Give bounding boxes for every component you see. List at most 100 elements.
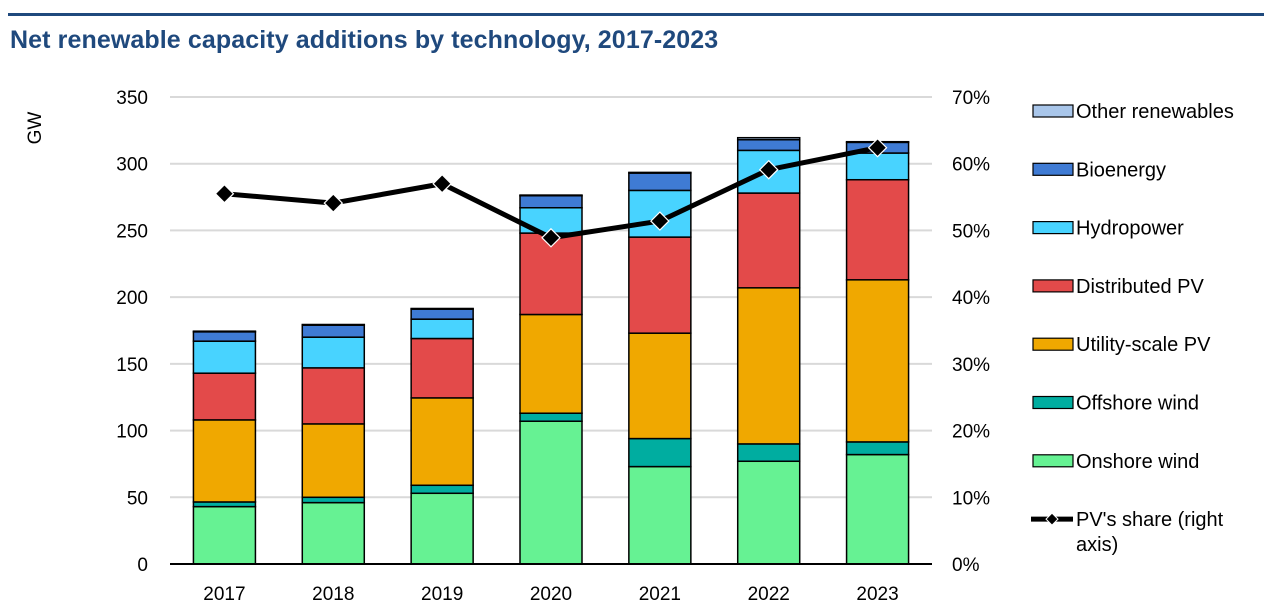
bar-segment-utility-scale-pv xyxy=(736,287,801,445)
bar-segment-utility-scale-pv xyxy=(410,397,474,487)
bar-segment-offshore-wind xyxy=(301,496,366,504)
y2-tick-label: 40% xyxy=(952,288,990,309)
x-tick-label: 2021 xyxy=(639,584,681,605)
bar-stack-2023 xyxy=(845,140,910,565)
pv-share-marker-2019 xyxy=(432,173,452,194)
y-tick-label: 150 xyxy=(116,355,148,376)
bar-segment-onshore-wind xyxy=(192,505,257,565)
bar-segment-other-renewables xyxy=(410,307,474,310)
x-tick-label: 2023 xyxy=(856,584,898,605)
bars xyxy=(192,136,910,565)
legend: Other renewables Bioenergy Hydropower Distr… xyxy=(1031,101,1234,556)
bar-segment-offshore-wind xyxy=(845,441,910,456)
bar-segment-onshore-wind xyxy=(845,453,910,565)
x-tick-label: 2018 xyxy=(312,584,354,605)
y2-tick-label: 60% xyxy=(952,155,990,176)
y2-axis-ticks: 0% 10% 20% 30% 40% 50% 60% 70% xyxy=(952,88,990,576)
y-tick-label: 100 xyxy=(116,422,148,443)
bar-segment-distributed-pv xyxy=(845,178,910,281)
legend-item-onshore-wind: Onshore wind xyxy=(1032,451,1199,473)
legend-swatch xyxy=(1032,221,1074,235)
bar-stack-2018 xyxy=(301,323,366,565)
bar-segment-bioenergy xyxy=(736,138,801,152)
bar-segment-distributed-pv xyxy=(628,236,692,334)
y-tick-label: 350 xyxy=(116,88,148,109)
pv-share-marker-2020 xyxy=(541,227,561,248)
bar-segment-distributed-pv xyxy=(192,372,257,421)
bar-stack-2019 xyxy=(410,307,474,565)
y2-tick-label: 20% xyxy=(952,422,990,443)
legend-label-continued: axis) xyxy=(1076,534,1118,556)
x-tick-label: 2017 xyxy=(203,584,245,605)
pv-share-line xyxy=(214,137,888,248)
bar-segment-bioenergy xyxy=(628,172,692,192)
chart-title: Net renewable capacity additions by tech… xyxy=(10,26,719,54)
bar-stack-2021 xyxy=(628,171,692,565)
bar-segment-utility-scale-pv xyxy=(519,313,583,414)
bar-segment-offshore-wind xyxy=(410,484,474,495)
bar-segment-hydropower xyxy=(410,318,474,340)
y2-tick-label: 30% xyxy=(952,355,990,376)
y-tick-label: 300 xyxy=(116,155,148,176)
x-tick-label: 2019 xyxy=(421,584,463,605)
bar-segment-onshore-wind xyxy=(301,501,366,565)
bar-stack-2022 xyxy=(736,136,801,565)
bar-segment-other-renewables xyxy=(736,136,801,141)
legend-label: Distributed PV xyxy=(1076,276,1204,298)
legend-swatch xyxy=(1032,104,1074,118)
pv-share-marker-2022 xyxy=(758,159,779,180)
bar-segment-onshore-wind xyxy=(519,420,583,565)
bar-segment-offshore-wind xyxy=(736,443,801,463)
y-tick-label: 50 xyxy=(127,488,148,509)
bar-segment-utility-scale-pv xyxy=(845,279,910,443)
bar-segment-onshore-wind xyxy=(736,460,801,565)
legend-swatch xyxy=(1032,395,1074,410)
y-axis-label: GW xyxy=(25,112,46,145)
pv-share-marker-2018 xyxy=(323,193,344,213)
legend-label: PV's share (right xyxy=(1076,509,1224,531)
y2-tick-label: 70% xyxy=(952,88,990,109)
x-tick-label: 2022 xyxy=(748,584,790,605)
bar-segment-bioenergy xyxy=(519,194,583,209)
y2-tick-label: 10% xyxy=(952,488,990,509)
legend-item-distributed-pv: Distributed PV xyxy=(1032,276,1204,298)
legend-item-bioenergy: Bioenergy xyxy=(1032,159,1166,181)
bar-segment-utility-scale-pv xyxy=(301,423,366,499)
title-rule xyxy=(8,13,1264,16)
legend-diamond-marker xyxy=(1045,512,1059,526)
bar-segment-onshore-wind xyxy=(410,492,474,565)
y-tick-label: 0 xyxy=(137,555,148,576)
y-tick-label: 200 xyxy=(116,288,148,309)
legend-label: Hydropower xyxy=(1076,218,1184,240)
legend-label: Other renewables xyxy=(1076,101,1234,123)
bar-segment-distributed-pv xyxy=(736,192,801,289)
y2-tick-label: 0% xyxy=(952,555,980,576)
bar-stack-2017 xyxy=(192,330,257,565)
bar-segment-other-renewables xyxy=(192,330,257,333)
bar-segment-distributed-pv xyxy=(301,367,366,425)
pv-share-marker-2017 xyxy=(214,183,235,204)
legend-swatch xyxy=(1032,162,1074,176)
legend-item-offshore-wind: Offshore wind xyxy=(1032,393,1199,415)
x-axis-ticks: 2017 2018 2019 2020 2021 2022 2023 xyxy=(203,584,898,605)
legend-swatch xyxy=(1032,337,1074,351)
pv-share-marker-2023 xyxy=(867,137,888,158)
gridlines xyxy=(170,96,932,499)
bar-segment-hydropower xyxy=(301,336,366,369)
legend-item-pv-s-share-right: PV's share (right axis) xyxy=(1031,509,1224,556)
bar-segment-hydropower xyxy=(192,340,257,374)
legend-item-utility-scale-pv: Utility-scale PV xyxy=(1032,334,1211,356)
legend-item-other-renewables: Other renewables xyxy=(1032,101,1234,123)
legend-label: Bioenergy xyxy=(1076,159,1166,181)
bar-segment-utility-scale-pv xyxy=(192,419,257,503)
bar-segment-bioenergy xyxy=(301,324,366,338)
bar-segment-utility-scale-pv xyxy=(628,332,692,440)
legend-label: Onshore wind xyxy=(1076,451,1199,473)
bar-segment-distributed-pv xyxy=(410,337,474,399)
bar-segment-bioenergy xyxy=(410,308,474,320)
legend-swatch xyxy=(1032,279,1074,293)
bar-segment-other-renewables xyxy=(628,171,692,174)
bar-segment-other-renewables xyxy=(519,194,583,197)
bar-segment-offshore-wind xyxy=(519,412,583,422)
